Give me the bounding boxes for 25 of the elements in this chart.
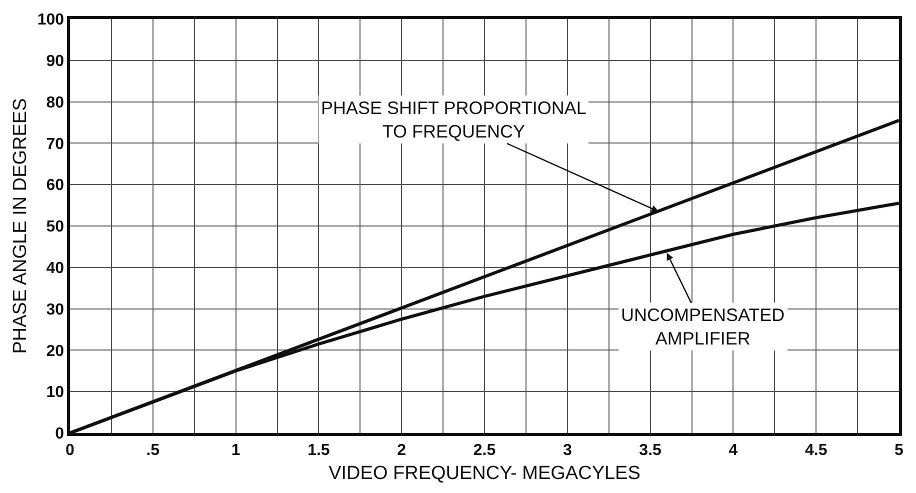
x-tick-label: 4: [728, 442, 738, 459]
x-tick-label: 5: [894, 442, 904, 459]
x-tick-label: .5: [146, 442, 160, 459]
x-axis-title: VIDEO FREQUENCY- MEGACYLES: [328, 462, 640, 484]
x-tick-label: 4.5: [804, 442, 828, 459]
y-tick-label: 60: [46, 177, 64, 194]
y-tick-label: 80: [46, 94, 64, 112]
y-tick-label: 90: [46, 53, 64, 70]
x-tick-label: 1.5: [308, 442, 330, 459]
x-tick-label: 3: [562, 442, 572, 459]
y-tick-label: 70: [46, 136, 64, 153]
annotation: PHASE SHIFT PROPORTIONAL TO FREQUENCY: [321, 98, 586, 142]
y-tick-label: 0: [55, 426, 64, 443]
y-axis-title: PHASE ANGLE IN DEGREES: [10, 98, 32, 354]
x-tick-label: 1: [231, 442, 240, 459]
y-tick-label: 20: [46, 342, 64, 360]
y-tick-label: 30: [46, 301, 64, 318]
y-tick-label: 40: [46, 260, 64, 277]
x-tick-label: 3.5: [639, 442, 662, 459]
x-tick-label: 2: [397, 442, 406, 459]
y-tick-label: 100: [37, 12, 64, 29]
x-tick-label: 2.5: [473, 442, 496, 459]
y-tick-label: 10: [46, 384, 64, 402]
annotation: UNCOMPENSATED AMPLIFIER: [621, 305, 785, 348]
y-tick-label: 50: [46, 218, 64, 236]
